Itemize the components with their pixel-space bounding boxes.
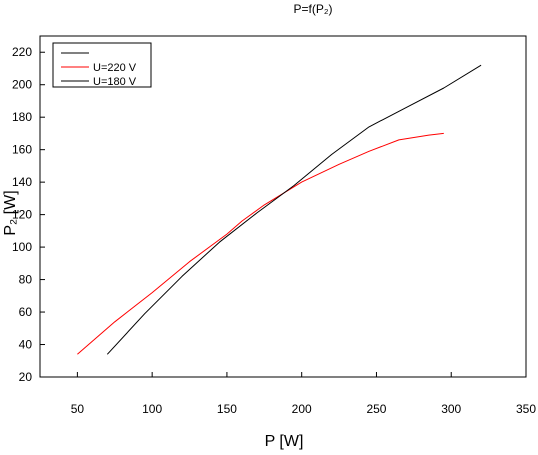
x-tick-label: 50 bbox=[71, 402, 85, 416]
y-tick-label: 140 bbox=[12, 175, 32, 189]
y-tick-label: 100 bbox=[12, 240, 32, 254]
legend-label: U=180 V bbox=[93, 76, 137, 88]
x-tick-label: 200 bbox=[292, 402, 312, 416]
y-tick-label: 160 bbox=[12, 143, 32, 157]
series-line-2 bbox=[107, 65, 481, 354]
y-tick-label: 20 bbox=[19, 370, 33, 384]
y-tick-label: 200 bbox=[12, 78, 32, 92]
y-tick-label: 80 bbox=[19, 273, 33, 287]
x-axis-label: P [W] bbox=[265, 433, 304, 450]
x-tick-label: 350 bbox=[516, 402, 536, 416]
x-axis: 50 100 150 200 250 300 350 bbox=[71, 372, 537, 416]
legend: U=220 V U=180 V bbox=[53, 43, 151, 88]
y-axis-label: P₂ [W] bbox=[2, 190, 19, 235]
chart-title: P=f(P₂) bbox=[294, 2, 333, 16]
y-tick-label: 40 bbox=[19, 338, 33, 352]
series-layer bbox=[77, 65, 481, 354]
x-tick-label: 300 bbox=[441, 402, 461, 416]
x-tick-label: 100 bbox=[142, 402, 162, 416]
y-tick-label: 60 bbox=[19, 305, 33, 319]
y-tick-label: 220 bbox=[12, 45, 32, 59]
x-tick-label: 250 bbox=[366, 402, 386, 416]
x-tick-label: 150 bbox=[217, 402, 237, 416]
legend-label: U=220 V bbox=[93, 62, 137, 74]
series-line-1 bbox=[77, 133, 443, 354]
y-tick-label: 180 bbox=[12, 110, 32, 124]
